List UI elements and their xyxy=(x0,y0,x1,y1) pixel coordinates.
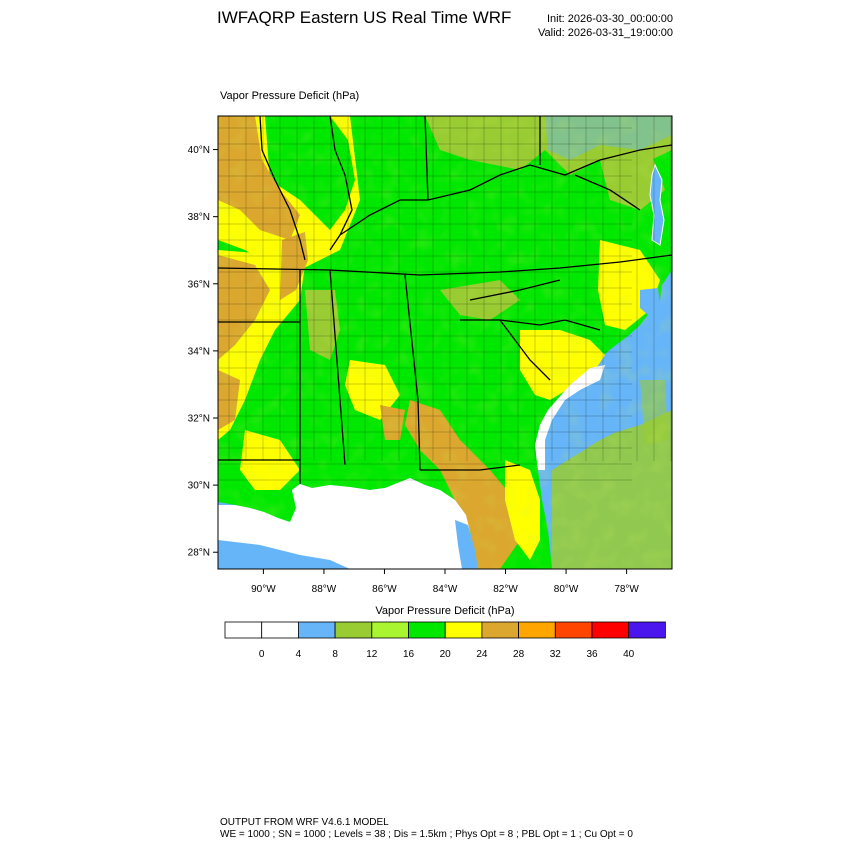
colorbar-label: 0 xyxy=(259,649,265,660)
init-time-label: Init: 2026-03-30_00:00:00 xyxy=(547,13,673,25)
lon-label: 90°W xyxy=(251,584,276,595)
lon-label: 82°W xyxy=(493,584,518,595)
colorbar-swatch xyxy=(297,621,336,639)
colorbar-title: Vapor Pressure Deficit (hPa) xyxy=(375,605,515,617)
colorbar-swatch xyxy=(334,621,373,639)
model-info-line-1: OUTPUT FROM WRF V4.6.1 MODEL xyxy=(220,817,389,828)
chesapeake-bay xyxy=(649,163,665,246)
county-boundaries xyxy=(218,116,672,481)
colorbar-label: 12 xyxy=(366,649,378,660)
colorbar-label: 36 xyxy=(586,649,598,660)
colorbar-label: 8 xyxy=(332,649,338,660)
colorbar-swatch xyxy=(261,621,299,639)
main-title: IWFAQRP Eastern US Real Time WRF xyxy=(217,8,512,27)
field-title: Vapor Pressure Deficit (hPa) xyxy=(220,90,360,102)
colorbar-label: 16 xyxy=(403,649,415,660)
florida-bay-water xyxy=(455,520,478,569)
lat-label: 38°N xyxy=(188,212,210,223)
colorbar-label: 4 xyxy=(296,649,302,660)
longitude-axis: 90°W 88°W 86°W 84°W 82°W 80°W 78°W xyxy=(251,569,639,595)
colorbar: 0 4 8 12 16 20 24 28 32 36 40 xyxy=(224,621,666,660)
colorbar-label: 28 xyxy=(513,649,525,660)
map-panel xyxy=(218,116,672,569)
colorbar-label: 40 xyxy=(623,649,635,660)
colorbar-swatch xyxy=(371,621,409,639)
colorbar-swatch xyxy=(628,621,666,639)
lon-label: 86°W xyxy=(372,584,397,595)
valid-time-label: Valid: 2026-03-31_19:00:00 xyxy=(538,27,673,39)
colorbar-swatch xyxy=(481,621,519,639)
colorbar-swatch xyxy=(591,621,630,639)
gulf-of-mexico xyxy=(218,478,478,569)
colorbar-label: 24 xyxy=(476,649,488,660)
lat-label: 36°N xyxy=(188,279,210,290)
lon-label: 80°W xyxy=(554,584,579,595)
colorbar-swatch xyxy=(554,621,593,639)
gulf-shelf-water xyxy=(218,540,350,569)
atlantic-near-shore xyxy=(535,365,605,470)
model-info-line-2: WE = 1000 ; SN = 1000 ; Levels = 38 ; Di… xyxy=(220,829,633,840)
lon-label: 78°W xyxy=(614,584,639,595)
lat-label: 40°N xyxy=(188,145,210,156)
colorbar-swatch xyxy=(444,621,483,639)
latitude-axis: 40°N 38°N 36°N 34°N 32°N 30°N 28°N xyxy=(188,145,218,559)
colorbar-swatch xyxy=(518,621,556,639)
colorbar-label: 20 xyxy=(440,649,452,660)
lat-label: 28°N xyxy=(188,548,210,559)
colorbar-swatch xyxy=(224,621,263,639)
colorbar-label: 32 xyxy=(550,649,562,660)
lon-label: 84°W xyxy=(433,584,458,595)
lat-label: 30°N xyxy=(188,481,210,492)
pamlico-sound xyxy=(640,288,660,315)
colorbar-swatch xyxy=(408,621,446,639)
lat-label: 34°N xyxy=(188,346,210,357)
lon-label: 88°W xyxy=(312,584,337,595)
lat-label: 32°N xyxy=(188,414,210,425)
